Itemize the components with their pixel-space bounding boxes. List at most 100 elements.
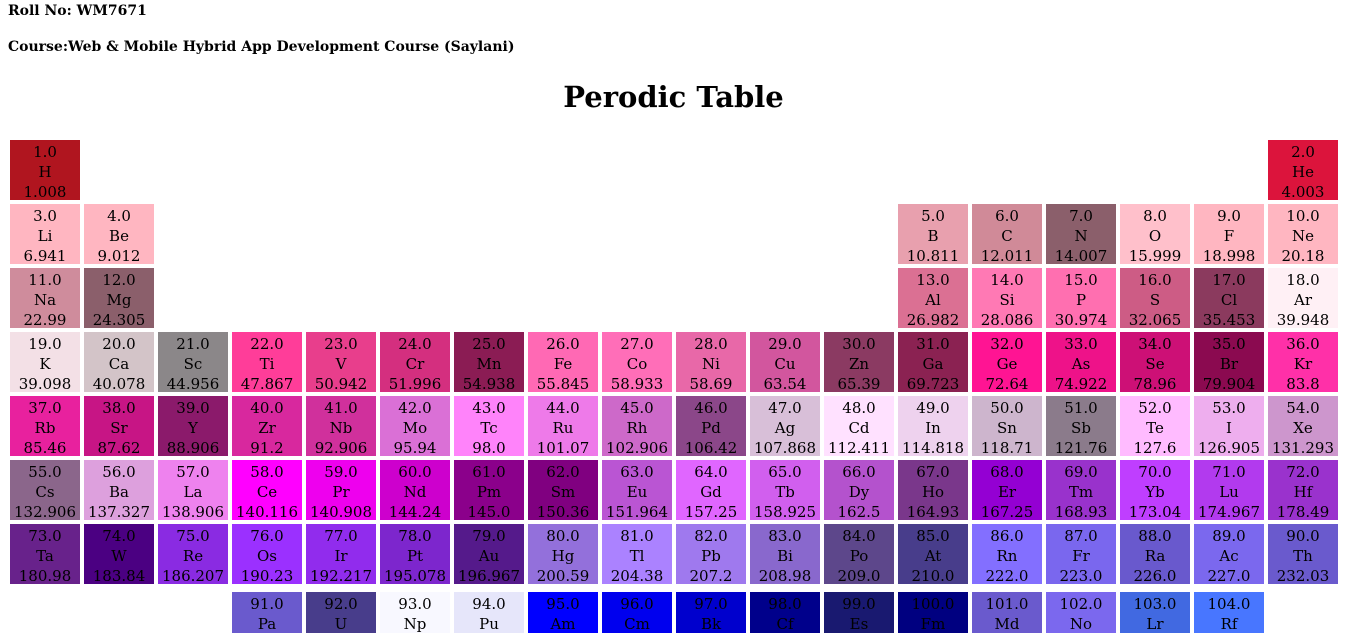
atomic-number: 95.0 xyxy=(546,595,580,613)
element-symbol: Tc xyxy=(480,419,498,437)
element-cell-ca: 20.0 Ca 40.078 xyxy=(84,332,154,392)
atomic-mass: 209.0 xyxy=(837,567,881,584)
atomic-number: 30.0 xyxy=(842,335,876,353)
atomic-mass: 145.0 xyxy=(467,503,511,520)
atomic-mass: 173.04 xyxy=(1128,503,1182,520)
element-symbol: Ce xyxy=(256,483,278,501)
atomic-mass: 58.933 xyxy=(610,375,664,392)
element-cell-re: 75.0 Re 186.207 xyxy=(158,524,228,584)
atomic-number: 49.0 xyxy=(916,399,950,417)
element-symbol: Tb xyxy=(775,483,795,501)
element-cell-k: 19.0 K 39.098 xyxy=(10,332,80,392)
element-cell-ba: 56.0 Ba 137.327 xyxy=(84,460,154,520)
atomic-mass: 207.2 xyxy=(689,567,733,584)
element-cell-sb: 51.0 Sb 121.76 xyxy=(1046,396,1116,456)
atomic-number: 102.0 xyxy=(1059,595,1103,613)
atomic-number: 52.0 xyxy=(1138,399,1172,417)
atomic-mass: 40.078 xyxy=(92,375,146,392)
atomic-number: 59.0 xyxy=(324,463,358,481)
atomic-number: 58.0 xyxy=(250,463,284,481)
atomic-number: 100.0 xyxy=(911,595,955,613)
atomic-number: 19.0 xyxy=(28,335,62,353)
atomic-mass: 14.007 xyxy=(1054,247,1108,264)
atomic-mass: 50.942 xyxy=(314,375,368,392)
element-symbol: La xyxy=(183,483,203,501)
element-symbol: Y xyxy=(188,419,198,437)
element-cell-ne: 10.0 Ne 20.18 xyxy=(1268,204,1338,264)
element-cell-fr: 87.0 Fr 223.0 xyxy=(1046,524,1116,584)
atomic-mass: 132.906 xyxy=(13,503,77,520)
element-symbol: Zr xyxy=(258,419,276,437)
atomic-mass: 85.46 xyxy=(23,439,67,456)
atomic-number: 28.0 xyxy=(694,335,728,353)
atomic-number: 3.0 xyxy=(33,207,57,225)
element-symbol: Sn xyxy=(997,419,1017,437)
atomic-mass: 168.93 xyxy=(1054,503,1108,520)
element-cell-tc: 43.0 Tc 98.0 xyxy=(454,396,524,456)
atomic-number: 63.0 xyxy=(620,463,654,481)
element-symbol: Pu xyxy=(479,615,499,633)
atomic-mass: 88.906 xyxy=(166,439,220,456)
atomic-number: 62.0 xyxy=(546,463,580,481)
element-cell-cs: 55.0 Cs 132.906 xyxy=(10,460,80,520)
atomic-number: 90.0 xyxy=(1286,527,1320,545)
atomic-number: 89.0 xyxy=(1212,527,1246,545)
element-cell-er: 68.0 Er 167.25 xyxy=(972,460,1042,520)
atomic-number: 24.0 xyxy=(398,335,432,353)
element-cell-fm: 100.0 Fm xyxy=(898,592,968,633)
element-cell-f: 9.0 F 18.998 xyxy=(1194,204,1264,264)
atomic-number: 60.0 xyxy=(398,463,432,481)
element-symbol: Cm xyxy=(624,615,650,633)
element-symbol: Th xyxy=(1293,547,1313,565)
element-symbol: Ag xyxy=(774,419,796,437)
atomic-mass: 35.453 xyxy=(1202,311,1256,328)
element-symbol: Am xyxy=(550,615,576,633)
element-symbol: Zn xyxy=(848,355,870,373)
element-symbol: Cl xyxy=(1220,291,1238,309)
atomic-mass: 196.967 xyxy=(457,567,521,584)
element-cell-ar: 18.0 Ar 39.948 xyxy=(1268,268,1338,328)
atomic-mass: 190.23 xyxy=(240,567,294,584)
element-symbol: Nd xyxy=(403,483,427,501)
element-symbol: Co xyxy=(626,355,648,373)
element-cell-sn: 50.0 Sn 118.71 xyxy=(972,396,1042,456)
atomic-number: 79.0 xyxy=(472,527,506,545)
element-cell-p: 15.0 P 30.974 xyxy=(1046,268,1116,328)
element-cell-ce: 58.0 Ce 140.116 xyxy=(232,460,302,520)
element-cell-dy: 66.0 Dy 162.5 xyxy=(824,460,894,520)
atomic-mass: 15.999 xyxy=(1128,247,1182,264)
element-cell-ga: 31.0 Ga 69.723 xyxy=(898,332,968,392)
element-cell-ac: 89.0 Ac 227.0 xyxy=(1194,524,1264,584)
atomic-number: 70.0 xyxy=(1138,463,1172,481)
element-cell-li: 3.0 Li 6.941 xyxy=(10,204,80,264)
element-cell-th: 90.0 Th 232.03 xyxy=(1268,524,1338,584)
element-symbol: Cr xyxy=(405,355,425,373)
atomic-mass: 58.69 xyxy=(689,375,733,392)
atomic-number: 4.0 xyxy=(107,207,131,225)
atomic-mass: 92.906 xyxy=(314,439,368,456)
element-cell-he: 2.0 He 4.003 xyxy=(1268,140,1338,200)
element-symbol: Gd xyxy=(700,483,722,501)
atomic-mass: 162.5 xyxy=(837,503,881,520)
atomic-mass: 183.84 xyxy=(92,567,146,584)
element-symbol: Sr xyxy=(110,419,128,437)
element-cell-eu: 63.0 Eu 151.964 xyxy=(602,460,672,520)
atomic-number: 26.0 xyxy=(546,335,580,353)
element-symbol: Cd xyxy=(848,419,870,437)
atomic-number: 67.0 xyxy=(916,463,950,481)
element-cell-la: 57.0 La 138.906 xyxy=(158,460,228,520)
atomic-mass: 65.39 xyxy=(837,375,881,392)
element-cell-b: 5.0 B 10.811 xyxy=(898,204,968,264)
element-symbol: Sc xyxy=(183,355,203,373)
atomic-mass: 18.998 xyxy=(1202,247,1256,264)
atomic-number: 80.0 xyxy=(546,527,580,545)
atomic-mass: 164.93 xyxy=(906,503,960,520)
atomic-mass: 180.98 xyxy=(18,567,72,584)
atomic-number: 40.0 xyxy=(250,399,284,417)
element-cell-al: 13.0 Al 26.982 xyxy=(898,268,968,328)
element-symbol: Ni xyxy=(702,355,720,373)
element-cell-y: 39.0 Y 88.906 xyxy=(158,396,228,456)
element-symbol: P xyxy=(1075,291,1087,309)
atomic-mass: 118.71 xyxy=(980,439,1034,456)
atomic-number: 46.0 xyxy=(694,399,728,417)
